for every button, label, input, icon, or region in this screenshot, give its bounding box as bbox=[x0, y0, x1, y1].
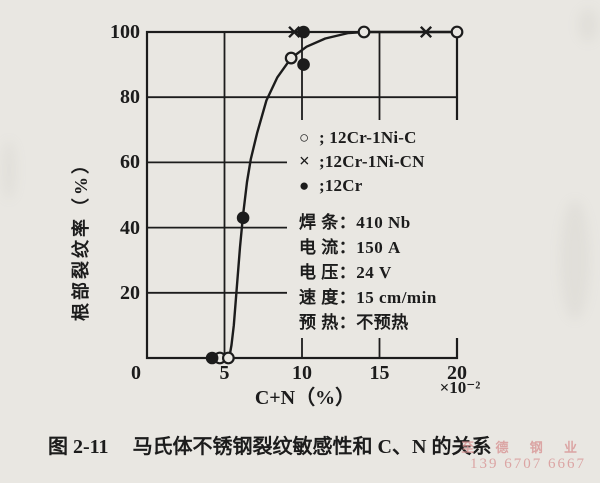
y-tick-label: 40 bbox=[120, 216, 140, 239]
legend-item: ○ ; 12Cr-1Ni-C bbox=[299, 126, 459, 150]
x-tick-label: 20 bbox=[447, 362, 467, 384]
data-point-filled-circle bbox=[297, 58, 310, 71]
welding-parameters: 焊 条：410 Nb 电 流：150 A 电 压：24 V 速 度：15 cm/… bbox=[299, 210, 459, 335]
legend-item: × ;12Cr-1Ni-CN bbox=[299, 150, 459, 174]
y-tick-label: 100 bbox=[110, 21, 140, 43]
data-point-filled-circle bbox=[297, 25, 310, 39]
y-tick-label: 20 bbox=[120, 281, 140, 304]
x-tick-label: 5 bbox=[219, 362, 230, 384]
welding-parameter-current: 电 流：150 A bbox=[299, 238, 401, 257]
cross-icon: × bbox=[299, 151, 310, 172]
x-tick-label: 15 bbox=[369, 362, 390, 384]
open-circle-icon: ○ bbox=[299, 128, 310, 147]
x-axis-title: C+N（%） bbox=[254, 387, 356, 409]
data-point-open-circle bbox=[357, 25, 371, 39]
y-tick-label: 60 bbox=[120, 151, 140, 174]
data-point-open-circle bbox=[450, 25, 464, 39]
trend-curve bbox=[228, 30, 459, 360]
legend-item-label: ;12Cr-1Ni-CN bbox=[319, 152, 425, 171]
data-point-open-circle bbox=[221, 351, 235, 365]
figure-number: 图 2-11 bbox=[48, 436, 109, 458]
figure-caption: 图 2-11 马氏体不锈钢裂纹敏感性和 C、N 的关系 bbox=[48, 430, 568, 459]
data-point-cross bbox=[288, 25, 301, 39]
data-point-filled-circle bbox=[236, 211, 250, 225]
legend-item-label: ;12Cr bbox=[319, 176, 363, 195]
x-tick-label: 10 bbox=[292, 362, 312, 384]
welding-parameter-preheat: 预 热：不预热 bbox=[299, 313, 409, 332]
x-axis-scale-note: ×10⁻² bbox=[439, 378, 481, 397]
welding-parameter-electrode: 焊 条：410 Nb bbox=[299, 213, 411, 232]
data-point-cross bbox=[419, 25, 433, 39]
x-tick-label: 0 bbox=[131, 362, 141, 384]
welding-parameter-voltage: 电 压：24 V bbox=[299, 263, 392, 282]
y-tick-label: 80 bbox=[120, 86, 140, 109]
data-point-filled-circle bbox=[205, 351, 219, 365]
legend-item: ● ;12Cr bbox=[299, 174, 459, 198]
y-axis-title: 根部裂纹率（%） bbox=[71, 153, 91, 321]
data-point-open-circle bbox=[284, 51, 298, 65]
figure-caption-text: 马氏体不锈钢裂纹敏感性和 C、N 的关系 bbox=[132, 436, 492, 458]
legend-and-parameters-panel: ○ ; 12Cr-1Ni-C × ;12Cr-1Ni-CN ● ;12Cr 焊 … bbox=[287, 120, 459, 338]
legend-item-label: ; 12Cr-1Ni-C bbox=[319, 128, 417, 147]
welding-parameter-speed: 速 度：15 cm/min bbox=[299, 288, 437, 307]
filled-circle-icon: ● bbox=[299, 176, 310, 195]
